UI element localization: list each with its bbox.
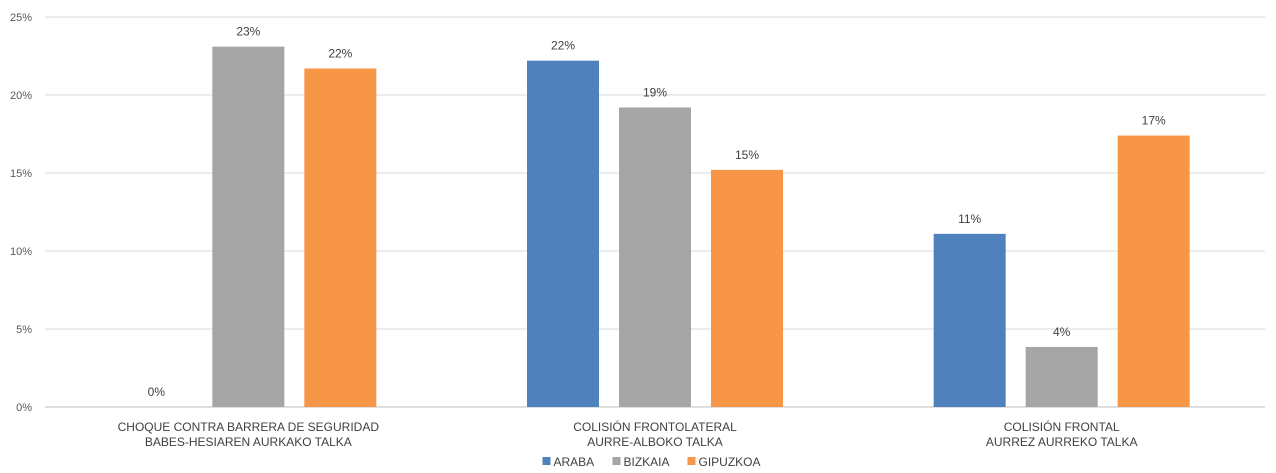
bar-araba-2: [933, 233, 1006, 407]
bars: [212, 46, 1190, 408]
legend-swatch-bizkaia: [612, 457, 621, 465]
category-label: COLISIÓN FRONTAL: [1004, 419, 1120, 434]
legend-swatch-araba: [542, 457, 551, 465]
data-labels: 0% 23% 22% 22% 19% 15% 11% 4% 17%: [148, 25, 1166, 399]
data-label: 22%: [328, 46, 352, 60]
y-tick-label: 0%: [16, 402, 32, 414]
bar-gipuzkoa-0: [304, 68, 377, 407]
legend-swatch-gipuzkoa: [687, 457, 696, 465]
y-tick-label: 25%: [10, 12, 32, 24]
category-label: COLISIÓN FRONTOLATERAL: [573, 419, 737, 434]
bar-gipuzkoa-1: [711, 169, 783, 407]
y-tick-label: 10%: [10, 246, 32, 258]
y-tick-label: 15%: [10, 168, 32, 180]
data-label: 11%: [958, 212, 981, 226]
data-label: 17%: [1142, 114, 1166, 128]
category-label: CHOQUE CONTRA BARRERA DE SEGURIDAD: [118, 420, 380, 434]
bar-bizkaia-1: [619, 107, 691, 407]
data-label: 15%: [735, 148, 759, 162]
data-label: 19%: [643, 85, 667, 99]
legend: ARABA BIZKAIA GIPUZKOA: [542, 455, 761, 469]
y-axis-ticks: 0% 5% 10% 15% 20% 25%: [10, 12, 32, 414]
category-label: AURREZ AURREKO TALKA: [986, 435, 1138, 449]
y-tick-label: 5%: [16, 324, 32, 336]
bar-araba-1: [527, 60, 599, 408]
bar-gipuzkoa-2: [1117, 135, 1190, 407]
bar-bizkaia-0: [212, 46, 285, 407]
legend-label-bizkaia: BIZKAIA: [624, 455, 670, 469]
category-label: BABES-HESIAREN AURKAKO TALKA: [145, 435, 352, 449]
y-tick-label: 20%: [10, 90, 32, 102]
data-label: 4%: [1053, 325, 1071, 339]
bar-bizkaia-2: [1025, 346, 1098, 407]
data-label: 0%: [148, 385, 166, 399]
legend-label-gipuzkoa: GIPUZKOA: [699, 455, 761, 469]
data-label: 22%: [551, 39, 575, 53]
legend-label-araba: ARABA: [554, 455, 595, 469]
category-label: AURRE-ALBOKO TALKA: [587, 435, 723, 449]
data-label: 23%: [236, 25, 260, 39]
category-labels: CHOQUE CONTRA BARRERA DE SEGURIDADBABES-…: [118, 419, 1138, 449]
